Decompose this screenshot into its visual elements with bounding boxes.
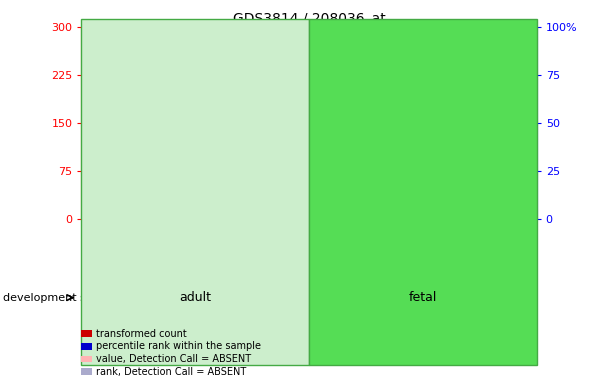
Text: GSM440242: GSM440242: [399, 220, 408, 275]
Bar: [195, 219, 233, 273]
Text: GSM440237: GSM440237: [210, 220, 219, 275]
Title: GDS3814 / 208036_at: GDS3814 / 208036_at: [233, 12, 385, 26]
Bar: [174, 168, 183, 174]
Bar: [248, 164, 257, 170]
Bar: [157, 219, 195, 273]
Bar: [81, 219, 119, 273]
Bar: [326, 129, 330, 219]
Text: GSM440239: GSM440239: [286, 220, 295, 275]
Text: GSM440241: GSM440241: [361, 220, 370, 275]
Bar: [213, 115, 218, 219]
Bar: [288, 129, 292, 219]
Text: adult: adult: [179, 291, 211, 304]
Bar: [251, 137, 255, 219]
Text: transformed count: transformed count: [96, 329, 187, 339]
Text: GSM440240: GSM440240: [323, 220, 332, 275]
Bar: [309, 219, 347, 273]
Bar: [363, 110, 367, 219]
Bar: [136, 161, 146, 166]
Text: GSM440236: GSM440236: [172, 220, 181, 275]
Bar: [271, 219, 309, 273]
Bar: [437, 131, 442, 219]
Bar: [101, 126, 106, 219]
Bar: [176, 142, 181, 219]
Bar: [286, 162, 295, 168]
Bar: [475, 137, 479, 219]
Bar: [423, 219, 461, 273]
Text: GSM440235: GSM440235: [134, 220, 143, 275]
Bar: [139, 122, 144, 219]
Bar: [461, 219, 499, 273]
Bar: [385, 219, 423, 273]
Text: fetal: fetal: [409, 291, 437, 304]
Bar: [361, 143, 370, 149]
Text: GSM440234: GSM440234: [96, 220, 105, 275]
Bar: [233, 219, 271, 273]
Text: development stage: development stage: [3, 293, 111, 303]
Bar: [512, 49, 517, 219]
Bar: [119, 219, 157, 273]
Text: rank, Detection Call = ABSENT: rank, Detection Call = ABSENT: [96, 367, 247, 377]
Bar: [323, 162, 332, 168]
Text: GSM440243: GSM440243: [437, 220, 446, 275]
Text: percentile rank within the sample: percentile rank within the sample: [96, 341, 262, 351]
Bar: [472, 168, 482, 174]
Text: GSM440245: GSM440245: [513, 220, 522, 275]
Bar: [211, 149, 221, 154]
Bar: [400, 155, 405, 219]
Bar: [99, 161, 109, 166]
Bar: [499, 219, 537, 273]
Text: value, Detection Call = ABSENT: value, Detection Call = ABSENT: [96, 354, 251, 364]
Text: GSM440238: GSM440238: [248, 220, 257, 275]
Text: GSM440244: GSM440244: [475, 220, 484, 275]
Bar: [397, 172, 407, 177]
Bar: [347, 219, 385, 273]
Bar: [510, 126, 519, 131]
Bar: [435, 162, 444, 168]
